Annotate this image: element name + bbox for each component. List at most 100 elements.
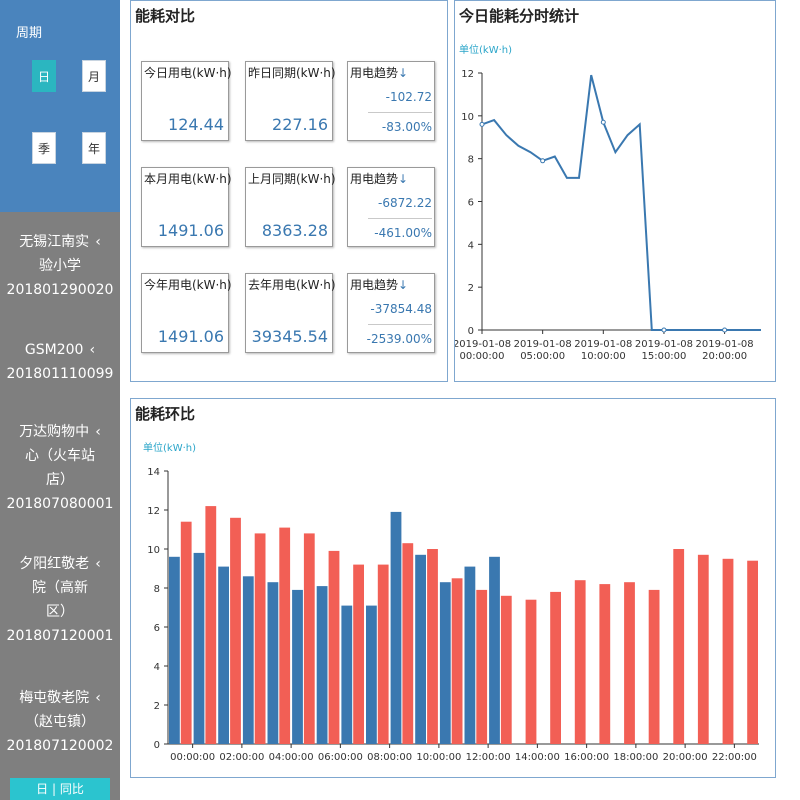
ring-unit-label: 单位(kW·h) — [143, 443, 196, 454]
y-tick-label: 12 — [461, 69, 474, 80]
bar — [500, 595, 512, 744]
chevron-left-icon: ‹ — [89, 342, 96, 358]
sidebar: 周期 日 月 季 年 无锡江南实 ‹ 验小学 201801290020 GSM20… — [0, 0, 120, 800]
x-tick-label-date: 2019-01-08 — [574, 339, 632, 350]
x-tick-label: 12:00:00 — [466, 752, 511, 763]
bar — [292, 589, 303, 744]
bar — [366, 605, 377, 744]
series-line — [481, 74, 761, 331]
card-value: 8363.28 — [261, 221, 328, 240]
divider — [368, 324, 432, 325]
data-point — [661, 327, 667, 333]
y-tick-label: 14 — [147, 467, 160, 478]
card-last-month: 上月同期(kW·h) 8363.28 — [245, 167, 336, 247]
site-item-meitun[interactable]: 梅屯敬老院 ‹ （赵屯镇） 201807120002 — [0, 686, 120, 758]
card-last-year: 去年用电(kW·h) 39345.54 — [245, 273, 336, 353]
trend-value: -102.72 — [385, 90, 432, 104]
bar — [267, 582, 279, 744]
period-selector: 周期 日 月 季 年 — [0, 0, 120, 212]
ring-compare-title: 能耗环比 — [135, 405, 196, 423]
card-this-month: 本月用电(kW·h) 1491.06 — [141, 167, 232, 247]
site-code: 201807120001 — [6, 628, 114, 644]
card-today: 今日用电(kW·h) 124.44 — [141, 61, 232, 141]
bar — [427, 549, 438, 744]
x-tick-label: 00:00:00 — [170, 752, 215, 763]
y-tick-label: 0 — [468, 326, 474, 337]
card-day-trend: 用电趋势↓ -102.72 -83.00% — [347, 61, 435, 141]
site-item-wanda[interactable]: 万达购物中 ‹ 心（火车站 店） 201807080001 — [0, 420, 120, 516]
data-point — [479, 121, 485, 127]
y-tick-label: 2 — [154, 701, 160, 712]
trend-percent: -83.00% — [381, 120, 432, 134]
site-name-line: （赵屯镇） — [25, 714, 95, 730]
bar — [205, 506, 217, 744]
card-label: 用电趋势 — [350, 172, 399, 186]
trend-percent: -461.00% — [374, 226, 432, 240]
site-item-jiangnan[interactable]: 无锡江南实 ‹ 验小学 201801290020 — [0, 230, 120, 302]
sidebar-bottom-tab[interactable]: 日 | 同比 — [10, 778, 110, 800]
y-tick-label: 0 — [154, 740, 160, 751]
card-label: 昨日同期(kW·h) — [248, 66, 336, 80]
x-tick-label-date: 2019-01-08 — [635, 339, 693, 350]
data-point — [600, 119, 606, 125]
x-tick-label: 08:00:00 — [367, 752, 412, 763]
compare-title: 能耗对比 — [135, 7, 196, 25]
card-label: 用电趋势 — [350, 278, 399, 292]
bar — [230, 517, 241, 744]
bar — [673, 549, 685, 744]
x-tick-label: 04:00:00 — [269, 752, 314, 763]
card-value: 1491.06 — [157, 327, 224, 346]
y-tick-label: 8 — [154, 584, 160, 595]
site-name-line: 万达购物中 — [19, 424, 90, 440]
y-tick-label: 6 — [468, 198, 474, 209]
card-label: 去年用电(kW·h) — [248, 278, 336, 292]
card-value: 1491.06 — [157, 221, 224, 240]
card-month-trend: 用电趋势↓ -6872.22 -461.00% — [347, 167, 435, 247]
compare-panel: 能耗对比 今日用电(kW·h) 124.44 昨日同期(kW·h) 227.16… — [130, 0, 448, 382]
arrow-down-icon: ↓ — [398, 66, 409, 80]
bar — [279, 527, 291, 744]
y-tick-label: 4 — [468, 240, 474, 251]
site-code: 201801110099 — [6, 366, 114, 382]
x-tick-label-date: 2019-01-08 — [696, 339, 754, 350]
y-tick-label: 10 — [461, 112, 474, 123]
site-code: 201801290020 — [6, 282, 114, 298]
bar — [624, 582, 635, 744]
card-label: 今年用电(kW·h) — [144, 278, 232, 292]
site-item-xiyanghong[interactable]: 夕阳红敬老 ‹ 院（高新 区） 201807120001 — [0, 552, 120, 648]
bar — [169, 556, 180, 744]
bar — [451, 578, 463, 745]
chevron-left-icon: ‹ — [95, 556, 101, 572]
x-tick-label-time: 05:00:00 — [520, 351, 565, 362]
bar — [747, 560, 758, 744]
card-yesterday: 昨日同期(kW·h) 227.16 — [245, 61, 336, 141]
site-name-line: 夕阳红敬老 — [19, 556, 90, 572]
x-tick-label: 14:00:00 — [515, 752, 560, 763]
period-month-button[interactable]: 月 — [82, 60, 106, 92]
x-tick-label: 20:00:00 — [663, 752, 708, 763]
site-name-line: 院（高新 — [32, 580, 88, 596]
bar — [303, 533, 315, 744]
y-tick-label: 4 — [154, 662, 160, 673]
bar — [550, 591, 561, 744]
bar — [316, 586, 328, 744]
card-label: 用电趋势 — [350, 66, 399, 80]
bar — [242, 576, 254, 744]
card-year-trend: 用电趋势↓ -37854.48 -2539.00% — [347, 273, 435, 353]
x-tick-label: 06:00:00 — [318, 752, 363, 763]
x-tick-label-time: 20:00:00 — [702, 351, 747, 362]
period-year-button[interactable]: 年 — [82, 132, 106, 164]
site-code: 201807120002 — [6, 738, 114, 754]
card-value: 124.44 — [168, 115, 224, 134]
card-value: 227.16 — [272, 115, 328, 134]
x-tick-label-date: 2019-01-08 — [455, 339, 511, 350]
arrow-down-icon: ↓ — [398, 278, 409, 292]
period-quarter-button[interactable]: 季 — [32, 132, 56, 164]
card-label: 今日用电(kW·h) — [144, 66, 232, 80]
period-day-button[interactable]: 日 — [32, 60, 56, 92]
x-tick-label: 16:00:00 — [564, 752, 609, 763]
site-item-gsm200[interactable]: GSM200 ‹ 201801110099 — [0, 338, 120, 386]
x-tick-label-time: 00:00:00 — [460, 351, 505, 362]
site-code: 201807080001 — [6, 496, 114, 512]
bar — [390, 511, 402, 744]
